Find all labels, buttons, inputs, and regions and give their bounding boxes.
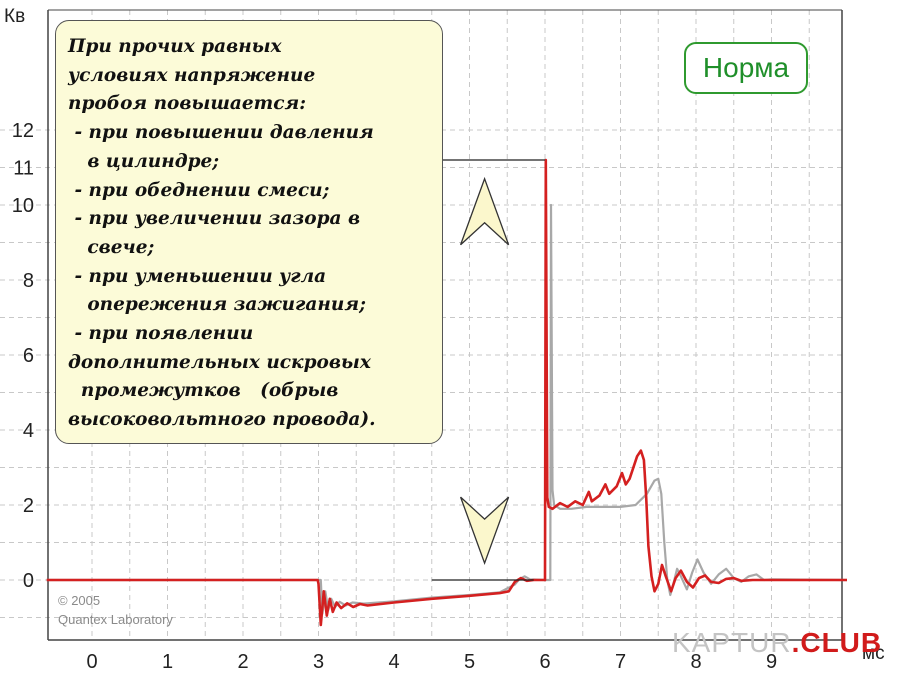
watermark-logo: KAPTUR.CLUB — [672, 628, 882, 658]
watermark-part2: CLUB — [800, 627, 883, 658]
y-tick-label: 2 — [23, 495, 34, 517]
x-tick-label: 6 — [539, 651, 550, 673]
watermark-dot: . — [791, 627, 801, 658]
y-tick-label: 10 — [12, 195, 34, 217]
arrow-down-icon — [459, 496, 510, 566]
x-tick-label: 9 — [766, 651, 777, 673]
signal-series — [46, 158, 848, 627]
y-tick-label: 6 — [23, 345, 34, 367]
y-axis-unit-label: Кв — [4, 6, 25, 27]
x-tick-label: 0 — [86, 651, 97, 673]
x-tick-label: 5 — [464, 651, 475, 673]
y-tick-label: 0 — [23, 570, 34, 592]
arrow-up-icon — [459, 176, 510, 246]
x-tick-label: 3 — [313, 651, 324, 673]
watermark-part1: KAPTUR — [672, 627, 792, 658]
status-badge-norm: Норма — [684, 42, 808, 94]
x-tick-label: 1 — [162, 651, 173, 673]
axes — [47, 9, 843, 641]
y-tick-labels: 0 2 4 6 8 10 11 12 — [12, 120, 34, 592]
annotation-note: При прочих равных условиях напряжение пр… — [55, 20, 443, 444]
x-tick-label: 2 — [237, 651, 248, 673]
x-axis-unit-label: мс — [862, 643, 885, 664]
copyright-year: © 2005 — [58, 593, 100, 608]
y-tick-label: 4 — [23, 420, 34, 442]
x-tick-label: 4 — [388, 651, 399, 673]
copyright-owner: Quantex Laboratory — [58, 612, 173, 627]
x-tick-labels: 0 1 2 3 4 5 6 7 8 9 — [86, 651, 777, 673]
y-tick-label: 8 — [23, 270, 34, 292]
y-tick-label: 12 — [12, 120, 34, 142]
x-tick-label: 7 — [615, 651, 626, 673]
series-line-red — [46, 158, 847, 627]
breakdown-voltage-markers — [427, 159, 545, 581]
y-tick-label: 11 — [13, 158, 34, 180]
x-tick-label: 8 — [690, 651, 701, 673]
